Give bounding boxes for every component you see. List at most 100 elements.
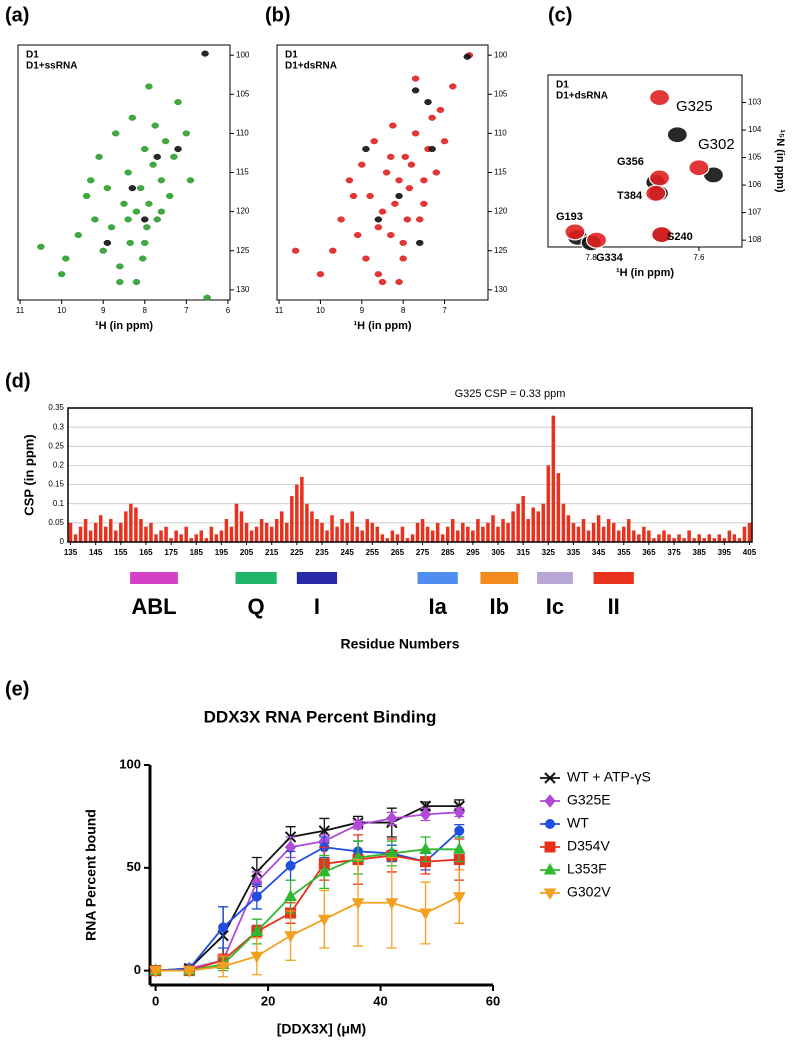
bar (702, 538, 706, 542)
x-tick-label: 375 (667, 548, 681, 557)
peak (153, 216, 162, 223)
y-tick-label: 0.2 (53, 461, 65, 470)
bar (456, 530, 460, 542)
peak (428, 145, 436, 153)
peak (95, 153, 103, 160)
x-tick-label: 225 (290, 548, 304, 557)
bar (345, 522, 349, 542)
bar (687, 530, 691, 542)
bar (340, 519, 344, 542)
peak (585, 231, 608, 249)
y-tick-label: 0 (60, 537, 65, 546)
peak (374, 271, 383, 278)
x-tick-label: 10 (57, 306, 66, 315)
x-tick-label: 365 (642, 548, 656, 557)
y-tick-label: 105 (494, 89, 508, 98)
peak (449, 83, 457, 90)
bar (350, 511, 354, 542)
x-tick-label: 295 (466, 548, 480, 557)
peak (387, 153, 395, 160)
motif-label: Ia (428, 594, 447, 619)
peak (688, 159, 710, 177)
bar (164, 526, 168, 542)
bar (159, 530, 163, 542)
panel-label: (d) (5, 370, 31, 392)
bar (541, 503, 546, 542)
peak (399, 255, 407, 262)
bar (405, 538, 410, 542)
peak (91, 216, 99, 223)
bar (325, 530, 329, 542)
bar (103, 526, 108, 542)
y-tick-label: 105 (236, 89, 250, 98)
x-tick-label: 285 (441, 548, 455, 557)
x-tick-label: 335 (567, 548, 581, 557)
peak (141, 216, 149, 223)
motif-bar (593, 572, 634, 584)
bar (737, 538, 742, 542)
peak (316, 271, 325, 278)
marker (419, 842, 432, 854)
bar (531, 507, 535, 542)
peak (411, 87, 420, 94)
bar (239, 511, 244, 542)
bar (68, 522, 73, 542)
motif-label: I (314, 594, 320, 619)
peak (132, 278, 141, 286)
legend-marker (543, 888, 557, 901)
bar (259, 519, 264, 542)
motif-label: Ic (546, 594, 564, 619)
bar (189, 538, 193, 542)
bar (526, 519, 530, 542)
peak (358, 161, 366, 168)
motif-bar (235, 572, 277, 584)
marker (317, 864, 331, 877)
bar (722, 538, 727, 542)
bar (234, 503, 239, 542)
bar (390, 530, 395, 542)
peak (99, 247, 107, 254)
motif-label: ABL (131, 594, 176, 619)
x-tick-label: 185 (190, 548, 204, 557)
peak (370, 138, 378, 145)
y-tick-label: 115 (236, 168, 249, 177)
peak (399, 239, 407, 246)
y-axis-label: ¹⁵N (in ppm) (774, 129, 786, 193)
bar (274, 519, 279, 542)
bar (586, 530, 591, 542)
y-tick-label: 100 (119, 756, 141, 771)
panel-label: (e) (5, 678, 29, 700)
peak (463, 53, 472, 60)
x-tick-label: 10 (316, 306, 325, 315)
peak (405, 185, 414, 192)
marker (250, 924, 264, 937)
panel-label: (c) (548, 4, 572, 26)
y-axis-label: RNA Percent bound (83, 809, 99, 941)
bar (546, 465, 551, 542)
bar (476, 519, 480, 542)
y-tick-label: 0.1 (53, 499, 65, 508)
peak (401, 153, 410, 160)
peak (666, 126, 688, 144)
y-tick-label: 0.15 (48, 480, 64, 489)
peak (411, 75, 420, 82)
peak (420, 200, 428, 207)
peak (145, 83, 153, 90)
peak (389, 122, 397, 129)
series-line (155, 811, 460, 972)
peak (329, 247, 337, 254)
peak (143, 224, 151, 231)
marker (149, 966, 162, 978)
y-tick-label: 0 (134, 962, 141, 977)
bar (440, 534, 445, 542)
bar (380, 534, 385, 542)
peak (374, 224, 383, 231)
peak (136, 185, 145, 192)
bar (114, 530, 118, 542)
bar (119, 522, 123, 542)
peak (111, 130, 120, 137)
bar (632, 530, 636, 542)
bar (78, 526, 83, 542)
y-tick-label: 100 (236, 50, 250, 59)
peak (395, 192, 403, 200)
